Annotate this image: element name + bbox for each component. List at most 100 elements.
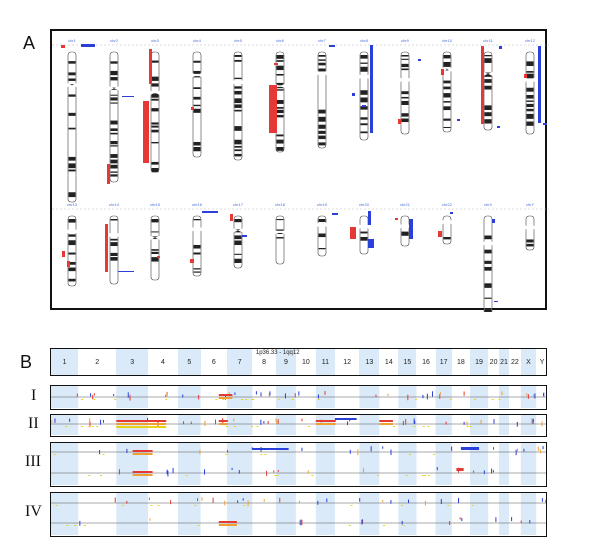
cnv-segment [362,105,366,107]
chromosome-number-label: 8 [262,359,267,366]
probe-marker [260,392,262,397]
chromosome-band [276,86,284,89]
chromosome-band [234,86,242,89]
probe-marker [463,391,465,396]
chromosome-band [401,63,409,68]
cnv-segment [118,271,134,272]
probe-marker [118,469,120,475]
chromosome-band [276,237,284,239]
chromosome-band [526,239,534,243]
chromosome-band [234,109,242,112]
chromosome-band [443,118,451,121]
chromosome-band [318,247,326,250]
chromosome-number-label: 15 [403,359,412,366]
chromosome-t-7 [359,51,369,141]
probe-dot [102,454,105,455]
chromosome-band [151,93,159,98]
chromosome-band [234,235,242,240]
probe-marker [349,449,351,454]
chromosome-band [360,106,368,110]
chromosome-body [359,215,369,255]
probe-dot [402,525,405,526]
probe-marker [301,447,303,452]
chromosome-tag: chr20 [358,202,370,207]
chromosome-band [151,167,159,173]
probe-dot [471,505,474,506]
probe-marker [127,392,129,398]
cnv-segment [370,45,373,133]
probe-marker [439,392,441,395]
cnv-segment [538,46,541,123]
centromere [400,224,410,229]
probe-dot [277,399,280,400]
chromosome-band [401,58,409,60]
cnv-segment [409,219,413,239]
chromosome-band [193,70,201,74]
probe-marker [276,420,278,424]
chromosome-number-label: 19 [475,359,483,366]
chromosome-band [151,98,159,101]
chromosome-band [68,240,76,246]
probe-dot [260,454,263,455]
probe-dot [91,426,94,427]
probe-marker [279,497,281,503]
chromosome-number-label: 21 [500,359,508,366]
chromosome-shade [520,443,537,485]
probe-marker [357,449,359,456]
chromosome-band [276,109,284,114]
chromosome-t-5 [275,51,285,153]
chromosome-t-10 [483,51,493,131]
chromosome-band [318,62,326,66]
centromere [359,74,369,79]
chromosome-band [276,89,284,91]
chromosome-band [318,233,326,238]
chromosome-band [360,97,368,103]
probe-marker [413,418,415,424]
probe-dot [449,399,452,400]
chromosome-band [151,141,159,144]
profile-track-iv [50,492,547,537]
probe-marker [277,419,279,424]
probe-marker [113,393,115,397]
probe-dot [244,399,247,400]
chromosome-shade [177,415,201,435]
chromosome-band [234,153,242,157]
probe-dot [250,426,253,427]
cnv-block [379,423,393,425]
chromosome-band [68,169,76,172]
chromosome-band [443,106,451,111]
probe-marker [148,497,150,500]
chromosome-band [234,59,242,62]
chromosome-number-label: 6 [211,359,216,366]
chromosome-band [234,77,242,80]
chromosome-b-10 [483,215,493,312]
probe-marker [422,394,424,399]
probe-marker [515,449,517,456]
cnv-block [379,420,393,422]
chromosome-band [151,251,159,254]
probe-dot [348,525,351,526]
cnv-segment [67,261,70,267]
cnv-segment [368,239,374,248]
probe-marker [299,520,301,525]
chromosome-band [110,159,118,164]
probe-marker [457,470,459,473]
chromosome-shade [435,443,452,485]
row-label-iii: III [25,453,41,470]
chromosome-band [193,146,201,152]
chromosome-shade [398,493,417,535]
cnv-segment [450,212,453,214]
chromosome-band [276,82,284,86]
chromosome-band [276,65,284,71]
chromosome-shade [470,443,489,485]
chromosome-band [526,71,534,73]
chromosome-region [359,349,380,375]
chromosome-band [151,219,159,223]
probe-dot [401,505,404,506]
profile-svg [51,493,546,535]
chromosome-band [276,60,284,62]
chromosome-region [470,349,489,375]
cnv-segment [202,211,218,213]
chromosome-band [484,105,492,110]
chromosome-shade [51,415,79,435]
